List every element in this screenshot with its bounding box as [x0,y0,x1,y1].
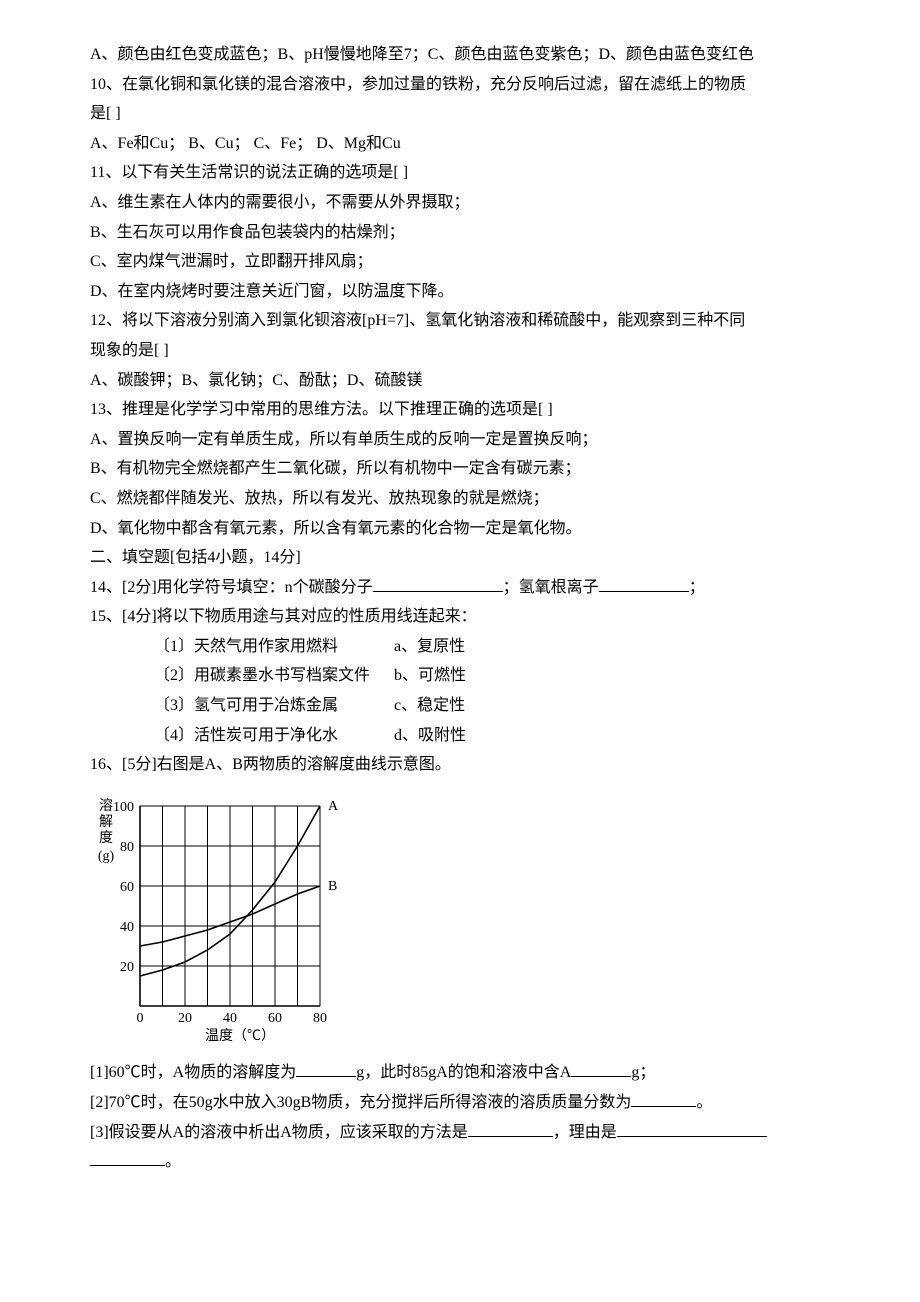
q9-options: A、颜色由红色变成蓝色；B、pH慢慢地降至7；C、颜色由蓝色变紫色；D、颜色由蓝… [90,40,830,70]
q16-p1-blank-2[interactable] [571,1059,631,1078]
q16-p3-c: 。 [165,1153,181,1170]
svg-text:80: 80 [313,1011,327,1026]
q15-left: 〔2〕用碳素墨水书写档案文件 [154,661,394,691]
q16-p3-blank-3[interactable] [90,1148,165,1167]
q16-part2: [2]70℃时，在50g水中放入30gB物质，充分搅拌后所得溶液的溶质质量分数为… [90,1088,830,1118]
q15-row: 〔1〕天然气用作家用燃料a、复原性 [154,632,830,662]
svg-text:100: 100 [113,800,134,815]
section2-heading: 二、填空题[包括4小题，14分] [90,543,830,573]
svg-text:40: 40 [120,920,134,935]
q16-p1-b: g，此时85gA的饱和溶液中含A [356,1064,571,1081]
svg-text:A: A [328,799,339,814]
q13-d: D、氧化物中都含有氧元素，所以含有氧元素的化合物一定是氧化物。 [90,514,830,544]
svg-text:(g): (g) [98,849,115,864]
q16-p1-blank-1[interactable] [296,1059,356,1078]
q13-c: C、燃烧都伴随发光、放热，所以有发光、放热现象的就是燃烧； [90,484,830,514]
q16-p1-c: g； [631,1064,655,1081]
q15-left: 〔1〕天然气用作家用燃料 [154,632,394,662]
q11-d: D、在室内烧烤时要注意关近门窗，以防温度下降。 [90,277,830,307]
q10-options: A、Fe和Cu； B、Cu； C、Fe； D、Mg和Cu [90,129,830,159]
q16-p2-a: [2]70℃时，在50g水中放入30gB物质，充分搅拌后所得溶液的溶质质量分数为 [90,1094,631,1111]
svg-text:60: 60 [120,880,134,895]
svg-text:40: 40 [223,1011,237,1026]
q11-a: A、维生素在人体内的需要很小，不需要从外界摄取； [90,188,830,218]
q15-left: 〔4〕活性炭可用于净化水 [154,721,394,751]
svg-text:解: 解 [99,814,113,830]
q14-pre: 14、[2分]用化学符号填空：n个碳酸分子 [90,579,373,596]
q15-matching-block: 〔1〕天然气用作家用燃料a、复原性 〔2〕用碳素墨水书写档案文件b、可燃性 〔3… [90,632,830,750]
q14-suf: ； [689,579,705,596]
q14-blank-1[interactable] [373,573,503,592]
svg-text:60: 60 [268,1011,282,1026]
q16-part1: [1]60℃时，A物质的溶解度为 g，此时85gA的饱和溶液中含A g； [90,1058,830,1088]
q16-part3-line2: 。 [90,1147,830,1177]
q11-b: B、生石灰可以用作食品包装袋内的枯燥剂； [90,218,830,248]
q14-mid: ；氢氧根离子 [503,579,599,596]
svg-text:0: 0 [137,1011,144,1026]
q15-right: d、吸附性 [394,721,466,751]
q13-b: B、有机物完全燃烧都产生二氧化碳，所以有机物中一定含有碳元素； [90,454,830,484]
q15-right: c、稳定性 [394,691,465,721]
q12-stem-2: 现象的是[ ] [90,336,830,366]
svg-text:80: 80 [120,840,134,855]
q14-line: 14、[2分]用化学符号填空：n个碳酸分子 ；氢氧根离子 ； [90,573,830,603]
q15-right: b、可燃性 [394,661,466,691]
svg-text:20: 20 [120,960,134,975]
svg-text:溶: 溶 [99,798,113,814]
svg-text:度: 度 [99,830,113,846]
svg-text:B: B [328,879,337,894]
q11-stem: 11、以下有关生活常识的说法正确的选项是[ ] [90,158,830,188]
q16-p3-blank-1[interactable] [468,1118,553,1137]
q16-p2-blank[interactable] [631,1088,696,1107]
q15-row: 〔4〕活性炭可用于净化水d、吸附性 [154,721,830,751]
q10-stem-1: 10、在氯化铜和氯化镁的混合溶液中，参加过量的铁粉，充分反响后过滤，留在滤纸上的… [90,70,830,100]
q16-p3-b: ，理由是 [553,1124,617,1141]
q16-p2-b: 。 [696,1094,712,1111]
q13-a: A、置换反响一定有单质生成，所以有单质生成的反响一定是置换反响； [90,425,830,455]
q14-blank-2[interactable] [599,573,689,592]
svg-text:20: 20 [178,1011,192,1026]
q16-part3-line1: [3]假设要从A的溶液中析出A物质，应该采取的方法是 ，理由是 [90,1118,830,1148]
solubility-chart-svg: 0 20 40 60 80 20 40 60 80 100 温度（℃） 溶解度 (g) A B [90,786,350,1046]
q12-options: A、碳酸钾；B、氯化钠；C、酚酞；D、硫酸镁 [90,366,830,396]
q15-row: 〔2〕用碳素墨水书写档案文件b、可燃性 [154,661,830,691]
q11-c: C、室内煤气泄漏时，立即翻开排风扇； [90,247,830,277]
q10-stem-2: 是[ ] [90,99,830,129]
svg-text:温度（℃）: 温度（℃） [205,1028,275,1044]
q16-p3-a: [3]假设要从A的溶液中析出A物质，应该采取的方法是 [90,1124,468,1141]
q15-stem: 15、[4分]将以下物质用途与其对应的性质用线连起来： [90,602,830,632]
q16-stem: 16、[5分]右图是A、B两物质的溶解度曲线示意图。 [90,750,830,780]
q12-stem-1: 12、将以下溶液分别滴入到氯化钡溶液[pH=7]、氢氧化钠溶液和稀硫酸中，能观察… [90,306,830,336]
q16-p3-blank-2[interactable] [617,1118,767,1137]
q16-p1-a: [1]60℃时，A物质的溶解度为 [90,1064,296,1081]
q15-row: 〔3〕氢气可用于冶炼金属c、稳定性 [154,691,830,721]
q15-right: a、复原性 [394,632,465,662]
q13-stem: 13、推理是化学学习中常用的思维方法。以下推理正确的选项是[ ] [90,395,830,425]
solubility-chart: 0 20 40 60 80 20 40 60 80 100 温度（℃） 溶解度 (g) A B [90,786,830,1057]
q15-left: 〔3〕氢气可用于冶炼金属 [154,691,394,721]
